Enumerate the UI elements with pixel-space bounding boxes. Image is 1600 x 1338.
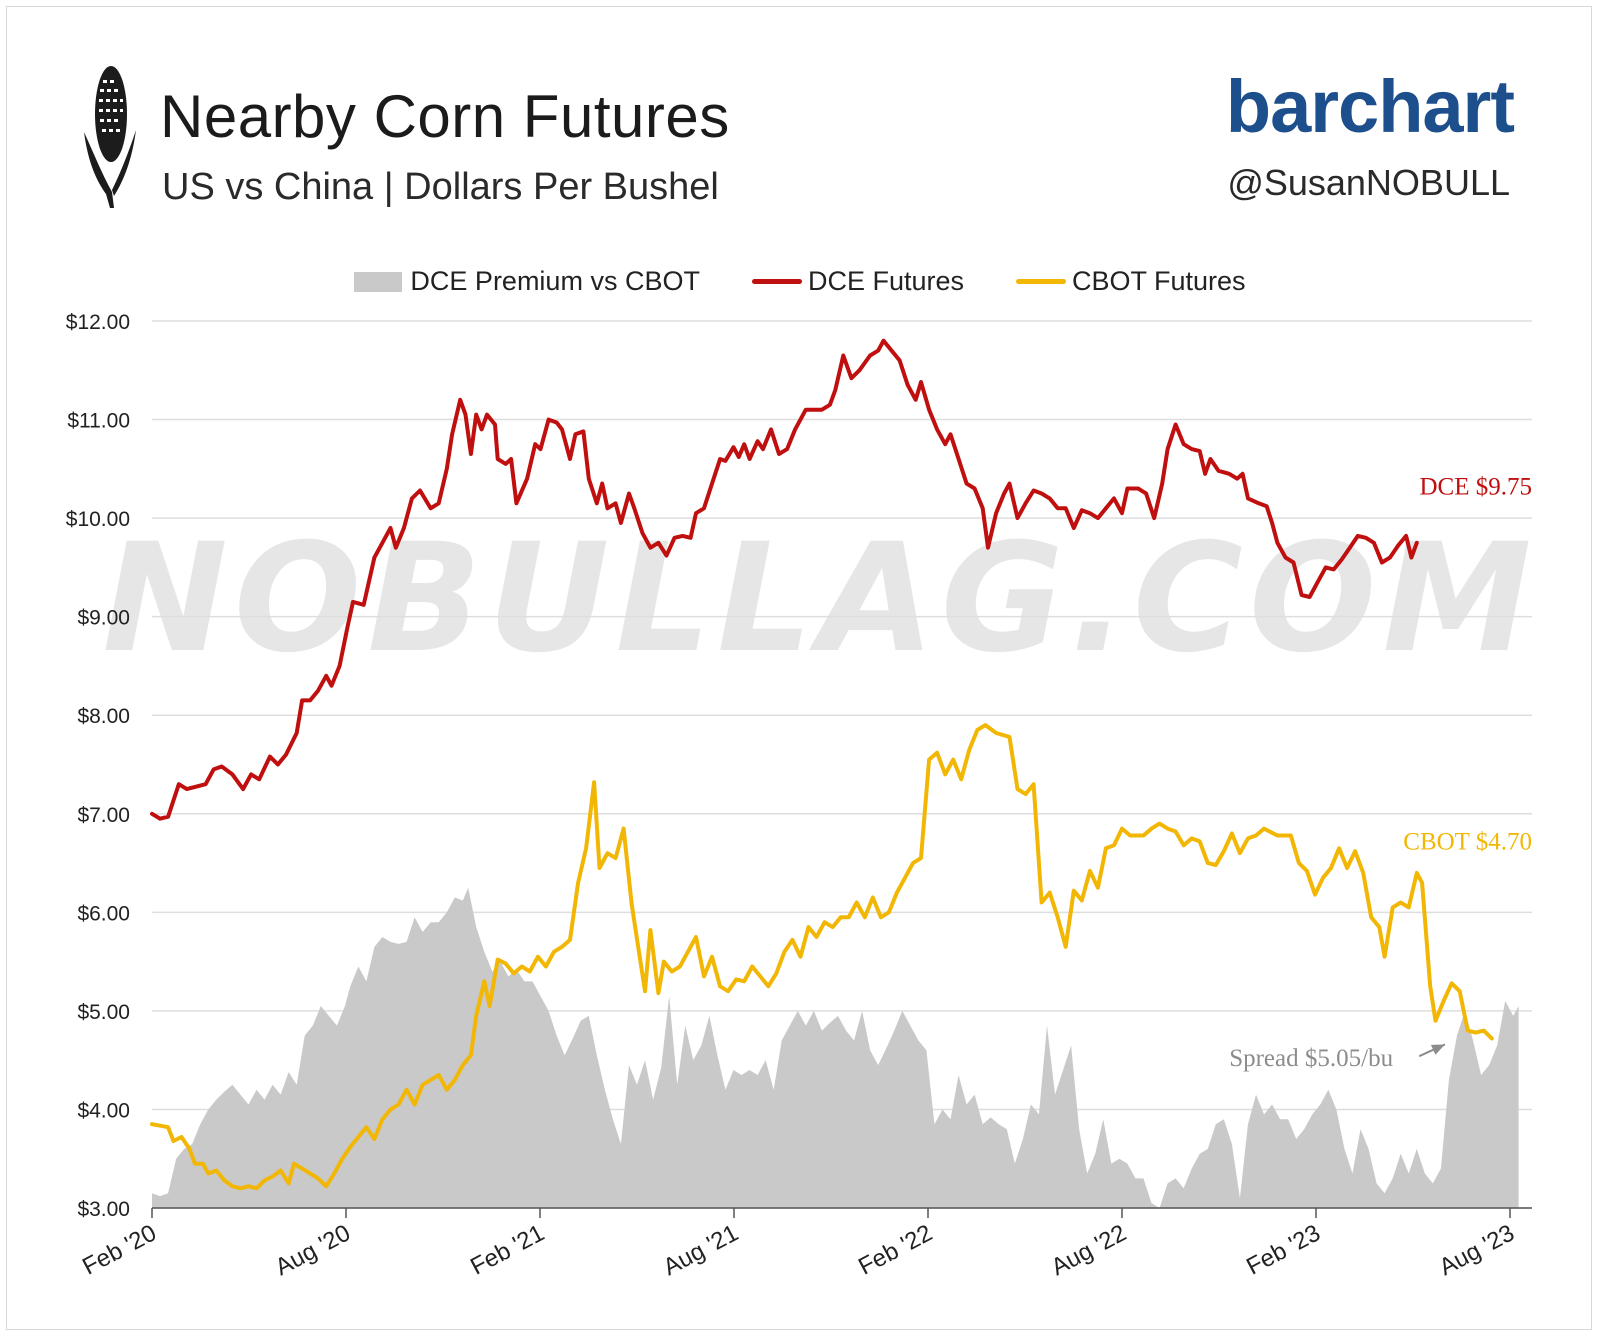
legend-swatch-premium [354,271,403,292]
chart-subtitle: US vs China | Dollars Per Bushel [162,166,719,208]
author-handle: @SusanNOBULL [1227,162,1510,203]
x-tick-label: Feb '20 [78,1219,161,1280]
y-tick-label: $8.00 [77,705,130,728]
legend-swatch-dce [751,279,802,284]
legend-item-premium: DCE Premium vs CBOT [354,266,700,297]
spread-arrow-head [1430,1044,1445,1055]
legend-item-dce: DCE Futures [751,266,964,297]
y-tick-label: $5.00 [77,1001,130,1024]
x-tick-label: Aug '21 [659,1219,743,1281]
legend: DCE Premium vs CBOT DCE Futures CBOT Fut… [0,266,1600,297]
x-tick-label: Feb '23 [1242,1219,1325,1280]
brand-logo: barchart [1225,65,1515,148]
legend-label-premium: DCE Premium vs CBOT [410,266,700,296]
chart-frame [6,6,1592,1330]
y-tick-label: $11.00 [67,410,130,433]
x-tick-label: Aug '20 [271,1219,355,1281]
watermark-text: NOBULLAG.COM [102,512,1537,686]
y-tick-label: $12.00 [66,311,130,334]
y-tick-label: $4.00 [77,1099,130,1122]
x-tick-label: Feb '22 [854,1219,937,1280]
cbot-futures-line [150,723,1494,1191]
legend-item-cbot: CBOT Futures [1016,266,1246,297]
corn-icon [84,66,136,208]
y-tick-label: $9.00 [77,607,130,630]
legend-label-dce: DCE Futures [807,266,964,296]
y-tick-label: $7.00 [77,804,130,827]
premium-area [152,887,1519,1208]
y-tick-label: $3.00 [77,1198,130,1221]
chart-title: Nearby Corn Futures [160,83,730,150]
dce-futures-line [150,338,1419,821]
x-tick-label: Aug '23 [1435,1219,1519,1281]
legend-swatch-cbot [1016,279,1066,284]
y-tick-label: $10.00 [66,508,130,531]
spread-label: Spread $5.05/bu [1229,1045,1393,1072]
x-tick-label: Aug '22 [1047,1219,1131,1281]
y-tick-label: $6.00 [77,902,130,925]
x-tick-label: Feb '21 [466,1219,549,1280]
dce-value-label: DCE $9.75 [1420,474,1533,501]
legend-label-cbot: CBOT Futures [1072,266,1246,296]
cbot-value-label: CBOT $4.70 [1403,828,1532,855]
